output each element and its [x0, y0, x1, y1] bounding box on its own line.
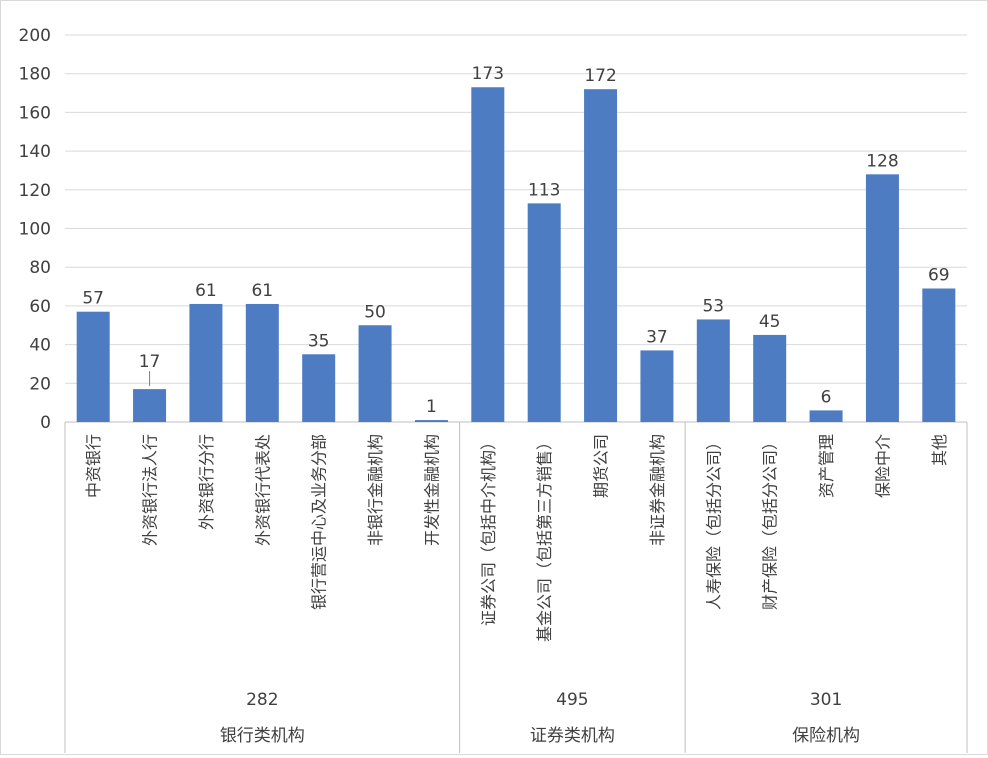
y-tick-label: 80: [29, 258, 51, 278]
category-label: 外资银行分行: [197, 434, 216, 530]
bar: [922, 288, 956, 422]
category-label: 非证券金融机构: [648, 434, 667, 546]
category-label: 基金公司（包括第三方销售）: [535, 434, 554, 642]
bar: [640, 350, 674, 422]
data-label: 172: [584, 66, 616, 86]
y-tick-label: 160: [19, 103, 51, 123]
group-name: 银行类机构: [220, 726, 305, 746]
category-label: 开发性金融机构: [422, 434, 441, 546]
data-label: 45: [759, 312, 781, 332]
y-tick-label: 0: [40, 413, 51, 433]
bar: [471, 87, 505, 423]
category-label: 人寿保险（包括分公司）: [704, 434, 723, 610]
data-label: 1: [426, 397, 437, 417]
bar: [753, 334, 787, 422]
bar: [302, 354, 336, 422]
data-label: 57: [82, 289, 104, 309]
bar: [189, 303, 223, 422]
group-name: 保险机构: [792, 726, 860, 746]
category-label: 外资银行法人行: [141, 434, 160, 546]
category-label: 资产管理: [817, 434, 836, 498]
bar: [133, 389, 167, 422]
data-label: 61: [195, 281, 217, 301]
bar: [865, 174, 899, 422]
group-total: 282: [246, 690, 278, 710]
category-label: 其他: [930, 434, 949, 466]
category-label: 银行营运中心及业务分部: [310, 434, 329, 610]
y-tick-label: 20: [29, 374, 51, 394]
data-label: 50: [364, 302, 386, 322]
category-label: 期货公司: [592, 434, 611, 498]
group-total: 301: [810, 690, 842, 710]
y-tick-label: 180: [19, 65, 51, 85]
data-label: 61: [251, 281, 273, 301]
bar: [358, 325, 392, 422]
data-label: 69: [928, 265, 950, 285]
data-label: 53: [702, 296, 724, 316]
data-label: 37: [646, 327, 668, 347]
bar: [584, 89, 618, 423]
y-tick-label: 60: [29, 297, 51, 317]
category-label: 财产保险（包括分公司）: [761, 434, 780, 610]
y-tick-label: 120: [19, 181, 51, 201]
bar: [527, 203, 561, 422]
bar: [809, 410, 843, 422]
data-label: 173: [472, 64, 504, 84]
y-tick-label: 40: [29, 336, 51, 356]
category-label: 中资银行: [84, 434, 103, 498]
y-tick-label: 140: [19, 142, 51, 162]
bar: [76, 311, 110, 422]
y-tick-label: 200: [19, 26, 51, 46]
category-label: 保险中介: [873, 434, 892, 498]
bar: [696, 319, 730, 422]
data-label: 113: [528, 180, 560, 200]
category-label: 证券公司（包括中介机构）: [479, 434, 498, 626]
category-label: 外资银行代表处: [253, 434, 272, 546]
bar: [414, 420, 448, 422]
y-tick-label: 100: [19, 220, 51, 240]
category-label: 非银行金融机构: [366, 434, 385, 546]
group-total: 495: [556, 690, 588, 710]
data-label: 128: [866, 151, 898, 171]
group-name: 证券类机构: [530, 726, 615, 746]
data-label: 6: [821, 387, 832, 407]
bar: [245, 303, 279, 422]
data-label: 17: [139, 352, 161, 372]
data-label: 35: [308, 331, 330, 351]
